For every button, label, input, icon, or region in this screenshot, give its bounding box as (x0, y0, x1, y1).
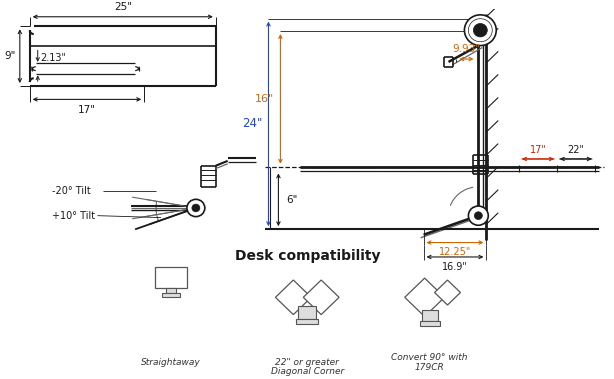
Text: 6": 6" (286, 195, 298, 205)
Text: 25": 25" (114, 2, 132, 12)
Text: 22": 22" (567, 145, 585, 155)
Text: 179CR: 179CR (414, 363, 445, 372)
Circle shape (187, 199, 205, 217)
Polygon shape (276, 280, 311, 315)
Circle shape (464, 15, 496, 45)
Text: Convert 90° with: Convert 90° with (391, 353, 468, 362)
Text: +10° Tilt: +10° Tilt (52, 211, 95, 221)
Text: 2.13": 2.13" (41, 53, 67, 63)
Text: -20° Tilt: -20° Tilt (52, 186, 90, 196)
Text: 9": 9" (4, 51, 16, 61)
Bar (298, 306, 316, 319)
Bar (297, 319, 318, 324)
Bar (422, 310, 438, 321)
Bar (419, 321, 440, 326)
Polygon shape (303, 280, 339, 315)
Circle shape (468, 206, 488, 225)
Text: 24": 24" (242, 117, 263, 130)
Text: 16": 16" (255, 94, 274, 104)
Text: Diagonal Corner: Diagonal Corner (271, 368, 344, 376)
Text: 12.25": 12.25" (439, 247, 471, 257)
Text: 17": 17" (78, 105, 96, 115)
Text: 9.93": 9.93" (453, 44, 480, 54)
Circle shape (473, 23, 488, 37)
Bar (155, 266, 187, 288)
Circle shape (192, 204, 200, 212)
Text: 17": 17" (530, 145, 546, 155)
Polygon shape (405, 278, 445, 316)
Text: 22" or greater: 22" or greater (275, 358, 339, 367)
Circle shape (475, 212, 483, 219)
Text: Straightaway: Straightaway (141, 358, 201, 367)
Text: 16.9": 16.9" (442, 262, 468, 272)
Bar (166, 288, 176, 293)
Polygon shape (435, 280, 460, 305)
Text: Desk compatibility: Desk compatibility (235, 249, 380, 263)
Bar (162, 293, 180, 298)
